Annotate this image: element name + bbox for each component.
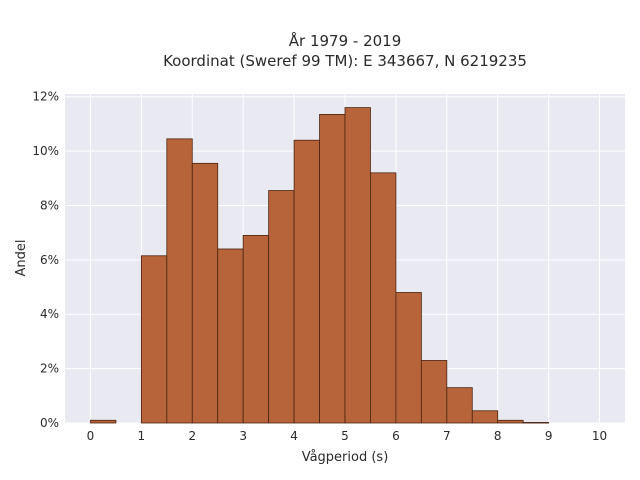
- histogram-bar: [242, 234, 270, 424]
- histogram-bar: [344, 107, 371, 424]
- histogram-bar: [420, 360, 448, 424]
- histogram-bar: [217, 248, 244, 424]
- x-tick-label: 5: [341, 429, 349, 443]
- histogram-bar: [140, 255, 168, 424]
- x-tick-label: 1: [138, 429, 146, 443]
- y-tick-label: 2%: [40, 362, 59, 376]
- x-tick-label: 8: [494, 429, 502, 443]
- histogram-bar: [319, 113, 346, 424]
- histogram-bar: [166, 138, 193, 424]
- histogram-bar: [522, 422, 550, 424]
- chart-title: År 1979 - 2019: [289, 31, 402, 50]
- histogram-bar: [370, 172, 397, 424]
- histogram-bar: [268, 190, 295, 424]
- x-tick-label: 6: [392, 429, 400, 443]
- histogram-bar: [446, 387, 473, 424]
- x-tick-label: 2: [188, 429, 196, 443]
- y-tick-labels: 0% 2% 4% 6% 8% 10% 12%: [32, 90, 59, 430]
- histogram-bar: [293, 139, 320, 424]
- x-tick-label: 7: [443, 429, 451, 443]
- y-axis-label: Andel: [14, 240, 29, 277]
- x-tick-labels: 0 1 2 3 4 5 6 7 8 9 10: [87, 429, 608, 443]
- histogram-bar: [497, 419, 524, 424]
- x-tick-label: 0: [87, 429, 95, 443]
- x-tick-label: 3: [239, 429, 247, 443]
- y-tick-label: 10%: [32, 144, 59, 158]
- chart-subtitle: Koordinat (Sweref 99 TM): E 343667, N 62…: [163, 52, 527, 70]
- x-tick-label: 4: [290, 429, 298, 443]
- y-tick-label: 12%: [32, 90, 59, 104]
- y-tick-label: 4%: [40, 307, 59, 321]
- x-tick-label: 9: [545, 429, 553, 443]
- x-tick-label: 10: [592, 429, 607, 443]
- bars-group: [90, 107, 550, 424]
- histogram-bar: [90, 419, 117, 424]
- y-tick-label: 0%: [40, 416, 59, 430]
- histogram-bar: [395, 292, 422, 424]
- y-tick-label: 8%: [40, 198, 59, 212]
- histogram-bar: [471, 410, 499, 424]
- y-tick-label: 6%: [40, 253, 59, 267]
- x-axis-label: Vågperiod (s): [302, 450, 389, 465]
- histogram-bar: [191, 162, 219, 424]
